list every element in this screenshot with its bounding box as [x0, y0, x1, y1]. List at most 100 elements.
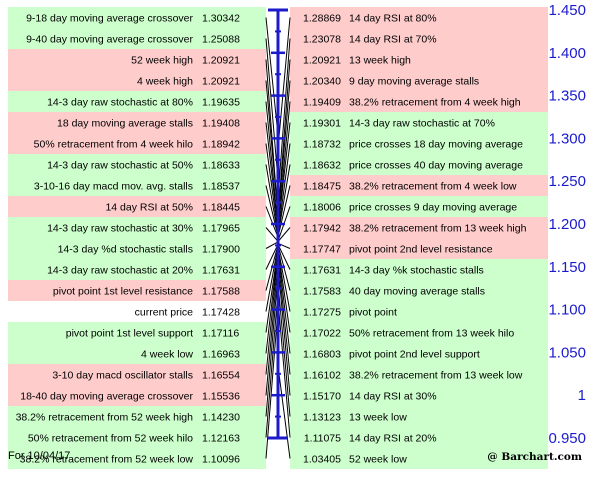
right-row-bg [290, 196, 548, 217]
right-row-bg [290, 448, 548, 469]
right-row-bg [290, 301, 548, 322]
left-connector-line [265, 241, 279, 249]
right-connector-line [277, 251, 291, 354]
left-row-bg [8, 112, 266, 133]
right-connector-line [277, 122, 291, 231]
left-row-bg [8, 217, 266, 238]
axis-tick-label: 1.200 [548, 216, 586, 233]
left-row-value: 1.10096 [202, 453, 240, 465]
right-row-bg [290, 238, 548, 259]
left-row-value: 1.17428 [202, 306, 240, 318]
right-row-bg [290, 217, 548, 238]
right-row-label: 40 day moving average stalls [349, 285, 485, 297]
axis-tick-label: 1.400 [548, 45, 586, 62]
left-row-value: 1.12163 [202, 432, 240, 444]
right-connector-line [277, 143, 291, 235]
right-row-label: 38.2% retracement from 4 week high [349, 96, 521, 108]
left-row-label: 3-10-16 day macd mov. avg. stalls [34, 180, 193, 192]
left-row-label: 14-3 day raw stochastic at 80% [47, 96, 193, 108]
left-row-label: 14 day RSI at 50% [105, 201, 193, 213]
right-connector-line [277, 265, 291, 396]
left-row-bg [8, 364, 266, 385]
right-row-value: 1.20921 [303, 54, 341, 66]
left-row-value: 1.30342 [202, 12, 240, 24]
left-row-value: 1.18633 [202, 159, 240, 171]
left-row-bg [8, 196, 266, 217]
right-row-value: 1.18632 [303, 159, 341, 171]
right-connector-line [277, 17, 291, 149]
left-row-bg [8, 343, 266, 364]
right-row-label: 38.2% retracement from 13 week high [349, 222, 527, 234]
right-row-bg [290, 343, 548, 364]
left-row-label: 9-18 day moving average crossover [26, 12, 193, 24]
right-connector-line [277, 185, 291, 238]
left-row-label: 4 week high [137, 75, 193, 87]
left-row-bg [8, 259, 266, 280]
right-row-value: 1.17275 [303, 306, 341, 318]
left-row-value: 1.17965 [202, 222, 240, 234]
left-row-bg [8, 385, 266, 406]
left-row-label: 38.2% retracement from 52 week low [20, 453, 194, 465]
axis-tick-label: 1.050 [548, 344, 586, 361]
left-connector-line [265, 206, 279, 238]
right-row-bg [290, 385, 548, 406]
right-row-bg [290, 133, 548, 154]
left-connector-line [265, 308, 279, 459]
left-connector-line [265, 80, 279, 217]
right-row-value: 1.16803 [303, 348, 341, 360]
axis-tick-label: 1.250 [548, 173, 586, 190]
left-connector-line [265, 291, 279, 438]
left-row-label: 50% retracement from 52 week hilo [28, 432, 193, 444]
right-row-value: 1.18732 [303, 138, 341, 150]
left-connector-line [265, 262, 279, 396]
right-row-bg [290, 406, 548, 427]
right-row-label: price crosses 18 day moving average [349, 138, 523, 150]
footer-date: For 10/04/17 [8, 450, 71, 462]
right-row-value: 1.11075 [304, 432, 341, 444]
right-row-value: 1.17747 [303, 243, 341, 255]
left-row-bg [8, 175, 266, 196]
right-connector-line [277, 300, 291, 438]
left-connector-line [265, 17, 279, 136]
right-row-bg [290, 7, 548, 28]
left-row-value: 1.17900 [202, 243, 240, 255]
right-row-label: 13 week high [349, 54, 411, 66]
left-row-label: pivot point 1st level support [66, 327, 193, 339]
left-row-value: 1.18537 [202, 180, 240, 192]
right-row-value: 1.17942 [303, 222, 341, 234]
left-row-value: 1.19408 [202, 117, 240, 129]
right-row-label: 14 day RSI at 80% [349, 12, 437, 24]
left-row-label: 38.2% retracement from 52 week high [16, 411, 194, 423]
left-row-bg [8, 301, 266, 322]
right-row-label: 14 day RSI at 20% [349, 432, 437, 444]
right-row-label: 38.2% retracement from 4 week low [349, 180, 517, 192]
left-row-bg [8, 154, 266, 175]
left-row-label: 18-40 day moving average crossover [20, 390, 193, 402]
left-connector-line [265, 122, 279, 230]
right-row-bg [290, 280, 548, 301]
right-row-value: 1.20340 [303, 75, 341, 87]
left-row-label: 3-10 day macd oscillator stalls [52, 369, 193, 381]
right-row-value: 1.18475 [303, 180, 341, 192]
right-row-bg [290, 112, 548, 133]
left-row-label: 4 week low [141, 348, 193, 360]
left-connector-line [265, 245, 279, 312]
left-row-bg [8, 49, 266, 70]
right-connector-line [277, 365, 291, 459]
left-row-value: 1.18445 [202, 201, 240, 213]
right-row-value: 1.17631 [303, 264, 341, 276]
left-row-value: 1.16963 [202, 348, 240, 360]
left-row-bg [8, 427, 266, 448]
right-connector-line [277, 249, 291, 333]
right-row-value: 1.13123 [303, 411, 341, 423]
right-connector-line [277, 227, 291, 242]
right-connector-line [277, 257, 291, 375]
left-row-value: 1.25088 [202, 33, 240, 45]
right-row-bg [290, 28, 548, 49]
axis-tick-label: 1.450 [548, 2, 586, 19]
right-row-label: price crosses 9 day moving average [349, 201, 517, 213]
left-connector-line [265, 273, 279, 417]
left-connector-line [265, 227, 279, 242]
axis-tick-label: 1.100 [548, 302, 586, 319]
